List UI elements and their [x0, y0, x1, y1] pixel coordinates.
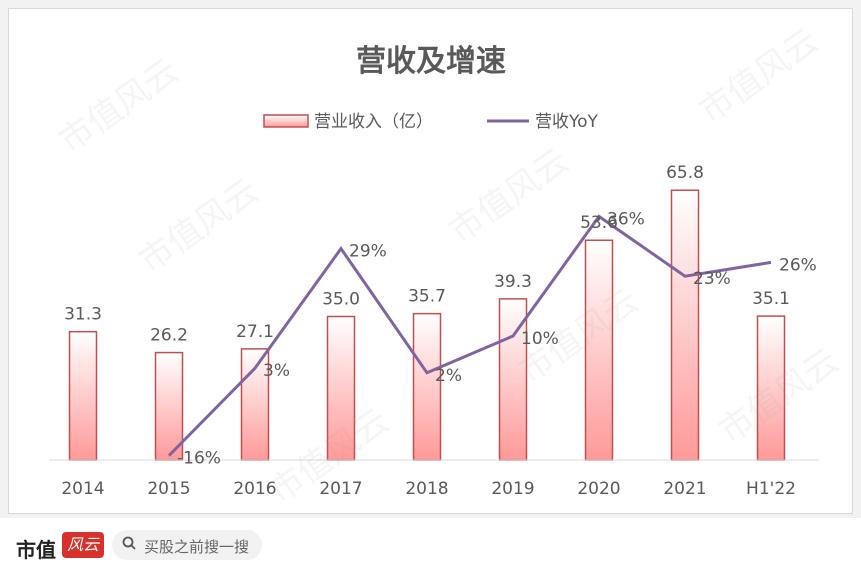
bar-2015	[154, 351, 184, 461]
yoy-value-label: 2%	[435, 366, 462, 386]
yoy-value-label: 10%	[521, 329, 559, 349]
legend: 营业收入（亿） 营收YoY	[263, 112, 599, 132]
bar-value-label: 35.1	[752, 289, 790, 309]
bar-value-label: 53.6	[580, 213, 618, 233]
x-tick-label: 2016	[233, 479, 276, 499]
bar-value-label: 26.2	[150, 326, 188, 346]
bar-H1'22	[756, 315, 786, 461]
chart-svg: 营收及增速 营业收入（亿） 营收YoY 31.3 26.2 27.1 35.0 35.7…	[49, 44, 819, 499]
x-tick-label: 2021	[663, 479, 706, 499]
bar-2017	[326, 315, 356, 461]
line-labels-group: -16% 3% 29% 2% 10% 36% 23% 26%	[177, 209, 817, 468]
x-tick-label: 2020	[577, 479, 620, 499]
x-ticks-group: 2014 2015 2016 2017 2018 2019 2020 2021 H1'22	[61, 479, 796, 499]
yoy-value-label: 26%	[779, 255, 817, 275]
bar-value-label: 27.1	[236, 322, 274, 342]
x-tick-label: H1'22	[746, 479, 796, 499]
yoy-value-label: -16%	[177, 449, 221, 469]
bars-group	[68, 189, 786, 461]
bar-value-label: 65.8	[666, 163, 704, 183]
bar-value-label: 31.3	[64, 305, 102, 325]
yoy-value-label: 36%	[607, 209, 645, 229]
bar-value-label: 39.3	[494, 272, 532, 292]
chart-title: 营收及增速	[356, 44, 506, 79]
yoy-line	[167, 214, 772, 457]
legend-bar-swatch	[263, 114, 309, 128]
legend-line-label: 营收YoY	[535, 112, 599, 132]
bar-labels-group: 31.3 26.2 27.1 35.0 35.7 39.3 53.6 65.8 35.1	[64, 163, 790, 345]
chart-card: 营收及增速 营业收入（亿） 营收YoY 31.3 26.2 27.1 35.0 35.7…	[8, 8, 853, 514]
x-tick-label: 2018	[405, 479, 448, 499]
x-tick-label: 2019	[491, 479, 534, 499]
yoy-value-label: 3%	[263, 361, 290, 381]
search-icon	[122, 536, 136, 550]
brand-name: 市值	[16, 538, 56, 562]
bar-value-label: 35.7	[408, 287, 446, 307]
x-tick-label: 2015	[147, 479, 190, 499]
bar-2014	[68, 330, 98, 461]
bar-value-label: 35.0	[322, 290, 360, 310]
x-tick-label: 2014	[61, 479, 104, 499]
legend-bar-label: 营业收入（亿）	[314, 112, 433, 132]
x-tick-label: 2017	[319, 479, 362, 499]
bar-2021	[670, 189, 700, 461]
search-placeholder: 买股之前搜一搜	[144, 538, 250, 556]
bar-2018	[412, 312, 442, 461]
yoy-value-label: 29%	[349, 242, 387, 262]
bar-2020	[584, 239, 614, 461]
footer: 市值 风云 买股之前搜一搜	[0, 518, 861, 573]
search-box[interactable]: 买股之前搜一搜	[112, 530, 262, 560]
brand-badge: 风云	[62, 532, 104, 558]
yoy-value-label: 23%	[693, 269, 731, 289]
